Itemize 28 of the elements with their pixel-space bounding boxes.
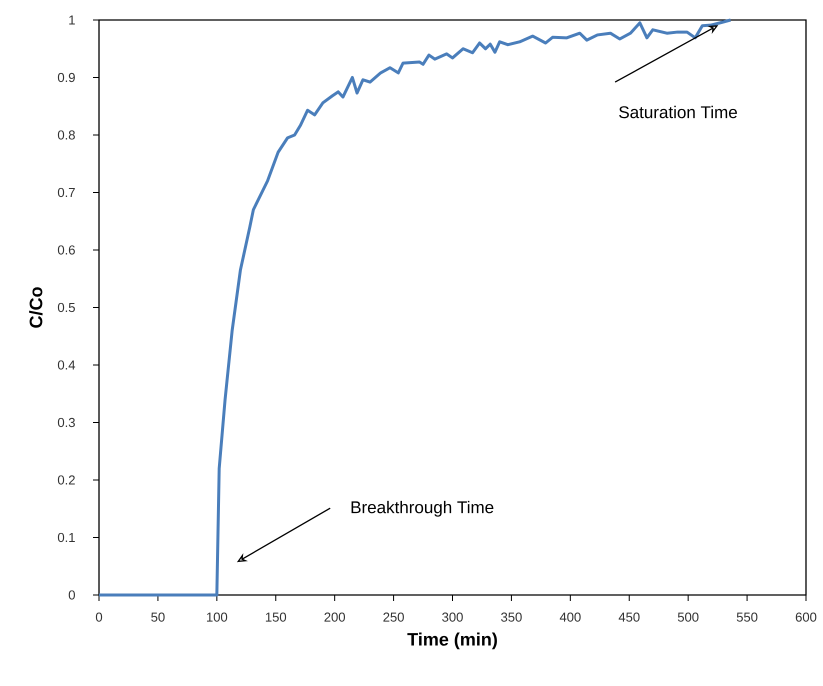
x-tick-label: 150	[266, 612, 286, 622]
annotation: Breakthrough Time	[352, 500, 494, 517]
y-tick-label: 0.6	[58, 245, 75, 255]
y-tick-label: 1	[69, 16, 75, 24]
x-tick-label: 100	[206, 612, 228, 622]
y-tick-label: 0.7	[58, 188, 75, 198]
y-tick-label: 0.8	[58, 130, 75, 140]
x-tick-label: 600	[796, 612, 816, 622]
x-tick-label: 500	[678, 612, 698, 622]
x-tick-label: 300	[442, 612, 463, 622]
y-tick-label: 0	[68, 590, 75, 600]
x-tick-label: 450	[618, 612, 640, 622]
y-tick-label: 0.4	[58, 360, 76, 370]
x-tick-label: 250	[383, 612, 404, 622]
x-tick-label: 0	[96, 612, 102, 622]
y-tick-label: 0.3	[58, 418, 75, 428]
x-tick-label: 350	[501, 612, 522, 622]
annotation: Saturation Time	[619, 106, 737, 118]
x-axis-title: Time (min)	[407, 632, 497, 650]
x-tick-label: 200	[324, 612, 346, 622]
y-axis-title: C/Co	[29, 287, 43, 328]
x-tick-label: 50	[151, 612, 165, 622]
y-tick-label: 0.1	[58, 532, 75, 542]
x-tick-label: 400	[560, 612, 581, 622]
y-tick-label: 0.5	[58, 302, 75, 312]
x-tick-label: 550	[736, 612, 758, 622]
y-tick-label: 0.2	[58, 475, 75, 485]
y-tick-label: 0.9	[58, 72, 75, 82]
